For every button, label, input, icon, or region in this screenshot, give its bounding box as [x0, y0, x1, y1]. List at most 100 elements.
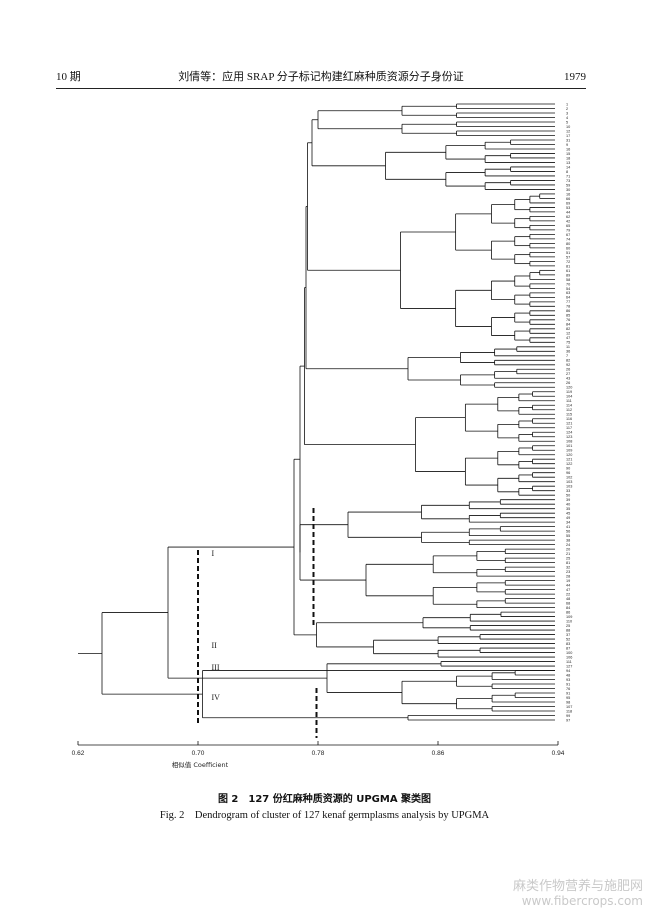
x-tick-label: 0.62	[72, 750, 85, 757]
leaf-label: 114	[566, 404, 572, 408]
x-tick-label: 0.70	[192, 750, 205, 757]
leaf-label: 54	[566, 287, 570, 291]
leaf-label: 89	[566, 273, 570, 277]
leaf-label: 36	[566, 350, 570, 354]
leaf-label: 112	[566, 408, 572, 412]
leaf-label: 62	[566, 215, 570, 219]
leaf-label: 37	[566, 633, 570, 637]
leaf-label: 35	[566, 507, 570, 511]
leaf-label: 83	[566, 642, 570, 646]
leaf-label: 72	[566, 260, 570, 264]
leaf-label: 11	[566, 345, 570, 349]
leaf-label: 8	[566, 170, 568, 174]
leaf-label: 43	[566, 377, 570, 381]
leaf-label: 14	[566, 165, 570, 169]
leaf-label: 38	[566, 539, 570, 543]
leaf-label: 25	[566, 624, 570, 628]
leaf-label: 49	[566, 516, 570, 520]
leaf-label: 64	[566, 296, 570, 300]
leaf-label: 12	[566, 332, 570, 336]
leaf-label: 103	[566, 485, 572, 489]
leaf-label: 97	[566, 718, 570, 722]
leaf-label: 79	[566, 228, 570, 232]
leaf-label: 94	[566, 669, 570, 673]
leaf-label: 20	[566, 548, 570, 552]
leaf-label: 39	[566, 498, 570, 502]
leaf-label: 102	[566, 476, 572, 480]
x-tick-label: 0.86	[432, 750, 445, 757]
leaf-label: 88	[566, 628, 570, 632]
leaf-label: 15	[566, 152, 570, 156]
running-title: 刘倩等：应用 SRAP 分子标记构建红麻种质资源分子身份证	[178, 71, 464, 83]
leaf-label: 13	[566, 161, 570, 165]
group-label: II	[212, 641, 218, 650]
leaf-label: 16	[566, 192, 570, 196]
leaf-label: 119	[566, 390, 572, 394]
leaf-label: 73	[566, 179, 570, 183]
leaf-label: 16	[566, 147, 570, 151]
leaf-label: 77	[566, 300, 570, 304]
leaf-label: 122	[566, 462, 572, 466]
leaf-label: 115	[566, 413, 572, 417]
leaf-label: 67	[566, 233, 570, 237]
group-label: I	[212, 549, 215, 558]
leaf-label: 5	[566, 120, 568, 124]
leaf-label: 87	[566, 646, 570, 650]
leaf-label: 103	[566, 480, 572, 484]
leaf-label: 26	[566, 368, 570, 372]
leaf-label: 28	[566, 575, 570, 579]
leaf-label: 21	[566, 552, 570, 556]
leaf-label: 47	[566, 336, 570, 340]
leaf-label: 99	[566, 714, 570, 718]
leaf-label: 25	[566, 557, 570, 561]
leaf-label: 26	[566, 381, 570, 385]
group-label: IV	[212, 693, 221, 702]
leaf-label: 24	[566, 543, 570, 547]
running-header: 10 期 刘倩等：应用 SRAP 分子标记构建红麻种质资源分子身份证 1979	[56, 68, 586, 86]
watermark-line-1: 麻类作物营养与施肥网	[512, 879, 643, 894]
leaf-label: 93	[566, 678, 570, 682]
figure-caption-en: Fig. 2 Dendrogram of cluster of 127 kena…	[159, 810, 490, 821]
leaf-label: 42	[566, 219, 570, 223]
leaf-label: 110	[566, 619, 572, 623]
leaf-label: 18	[566, 156, 570, 160]
leaf-label: 63	[566, 291, 570, 295]
leaf-label: 7	[566, 354, 568, 358]
leaf-label: 58	[566, 278, 570, 282]
leaf-label: 71	[566, 174, 570, 178]
leaf-label: 34	[566, 521, 570, 525]
leaf-label: 60	[566, 246, 570, 250]
leaf-label: 50	[566, 494, 570, 498]
leaf-label: 106	[566, 655, 572, 659]
leaf-label: 51	[566, 251, 570, 255]
leaf-label: 65	[566, 224, 570, 228]
leaf-label: 44	[566, 210, 570, 214]
leaf-label: 66	[566, 197, 570, 201]
leaf-label: 17	[566, 134, 570, 138]
leaf-label: 40	[566, 503, 570, 507]
leaf-label: 9	[566, 143, 568, 147]
leaf-label: 45	[566, 512, 570, 516]
leaf-label: 84	[566, 323, 570, 327]
leaf-label: 123	[566, 435, 572, 439]
leaf-label: 111	[566, 660, 572, 664]
leaf-label: 2	[566, 107, 568, 111]
leaf-label: 78	[566, 305, 570, 309]
leaf-label: 95	[566, 696, 570, 700]
leaf-label: 101	[566, 444, 572, 448]
leaf-label: 121	[566, 458, 572, 462]
leaf-label: 3	[566, 111, 568, 115]
leaf-label: 104	[566, 395, 572, 399]
watermark-line-2: www.fibercrops.com	[521, 894, 643, 908]
leaf-label: 124	[566, 431, 572, 435]
leaf-label: 48	[566, 673, 570, 677]
x-axis-label: 相似值 Coefficient	[172, 760, 229, 769]
x-tick-label: 0.78	[312, 750, 325, 757]
leaf-label: 91	[566, 682, 570, 686]
leaf-label: 27	[566, 372, 570, 376]
leaf-label: 52	[566, 637, 570, 641]
leaf-label: 61	[566, 269, 570, 273]
leaf-label: 59	[566, 183, 570, 187]
leaf-label: 86	[566, 309, 570, 313]
